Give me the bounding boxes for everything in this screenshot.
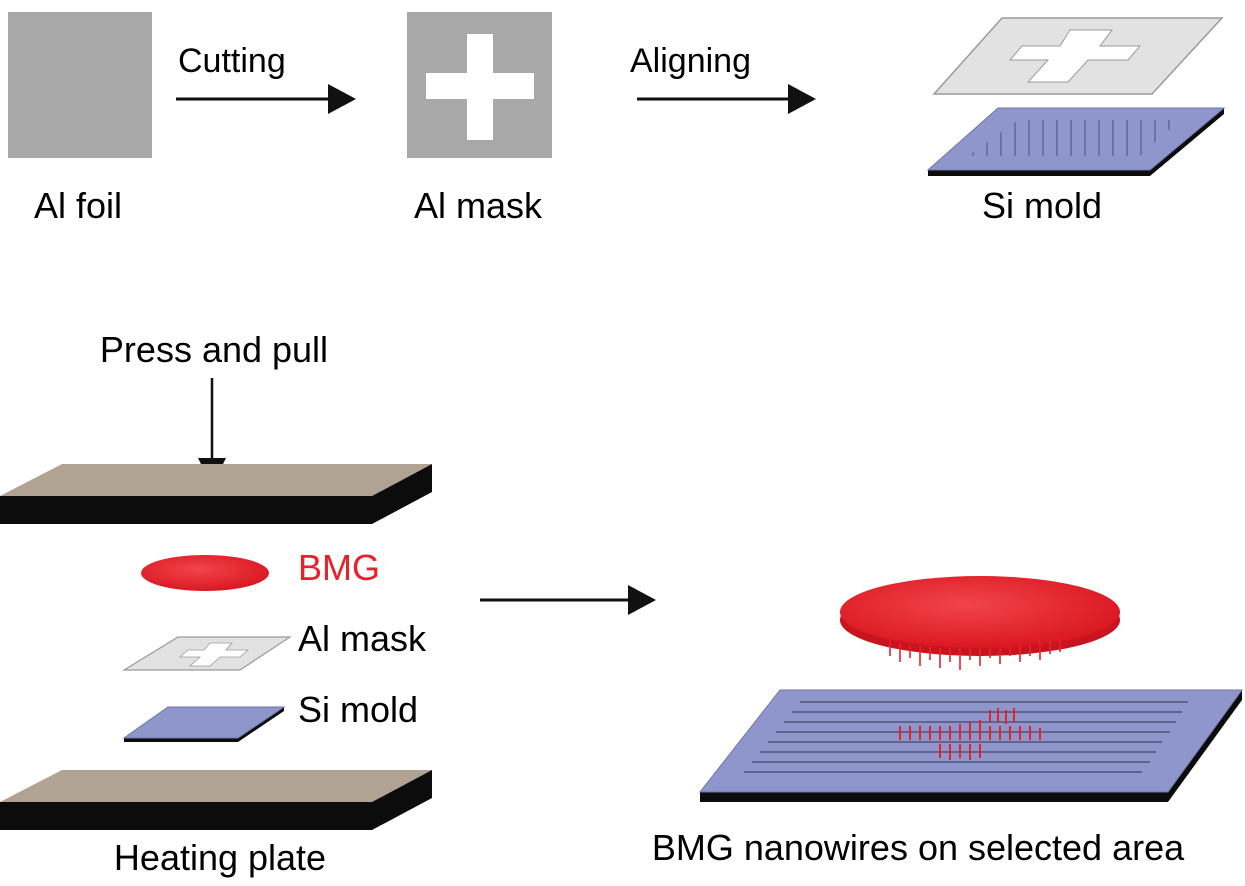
- aligning-arrowhead: [788, 84, 816, 114]
- al-mask-stack-label: Al mask: [298, 618, 427, 659]
- si-mold-thin: [122, 706, 286, 742]
- press-and-pull-label: Press and pull: [100, 329, 328, 370]
- aligned-mask-sheet: [932, 17, 1224, 95]
- cutting-label: Cutting: [178, 42, 286, 80]
- al-foil-label: Al foil: [34, 185, 122, 226]
- result-bmg-disk: [840, 576, 1120, 670]
- cutting-arrowhead: [328, 84, 356, 114]
- heating-plate: [0, 770, 432, 830]
- heating-plate-label: Heating plate: [114, 837, 326, 878]
- al-mask-thin: [121, 636, 292, 671]
- al-mask-square: [407, 12, 552, 158]
- al-mask-top-label: Al mask: [414, 185, 543, 226]
- bmg-disk: [141, 555, 269, 591]
- si-mold-stack-label: Si mold: [298, 689, 418, 730]
- process-arrowhead: [628, 585, 656, 615]
- al-foil-square: [8, 12, 152, 158]
- bmg-label: BMG: [298, 547, 380, 588]
- si-mold-top: [926, 107, 1226, 176]
- upper-press-plate: [0, 464, 432, 524]
- result-label: BMG nanowires on selected area: [652, 827, 1185, 868]
- result-si-mold: [698, 689, 1243, 802]
- si-mold-top-label: Si mold: [982, 185, 1102, 226]
- aligning-label: Aligning: [630, 42, 751, 80]
